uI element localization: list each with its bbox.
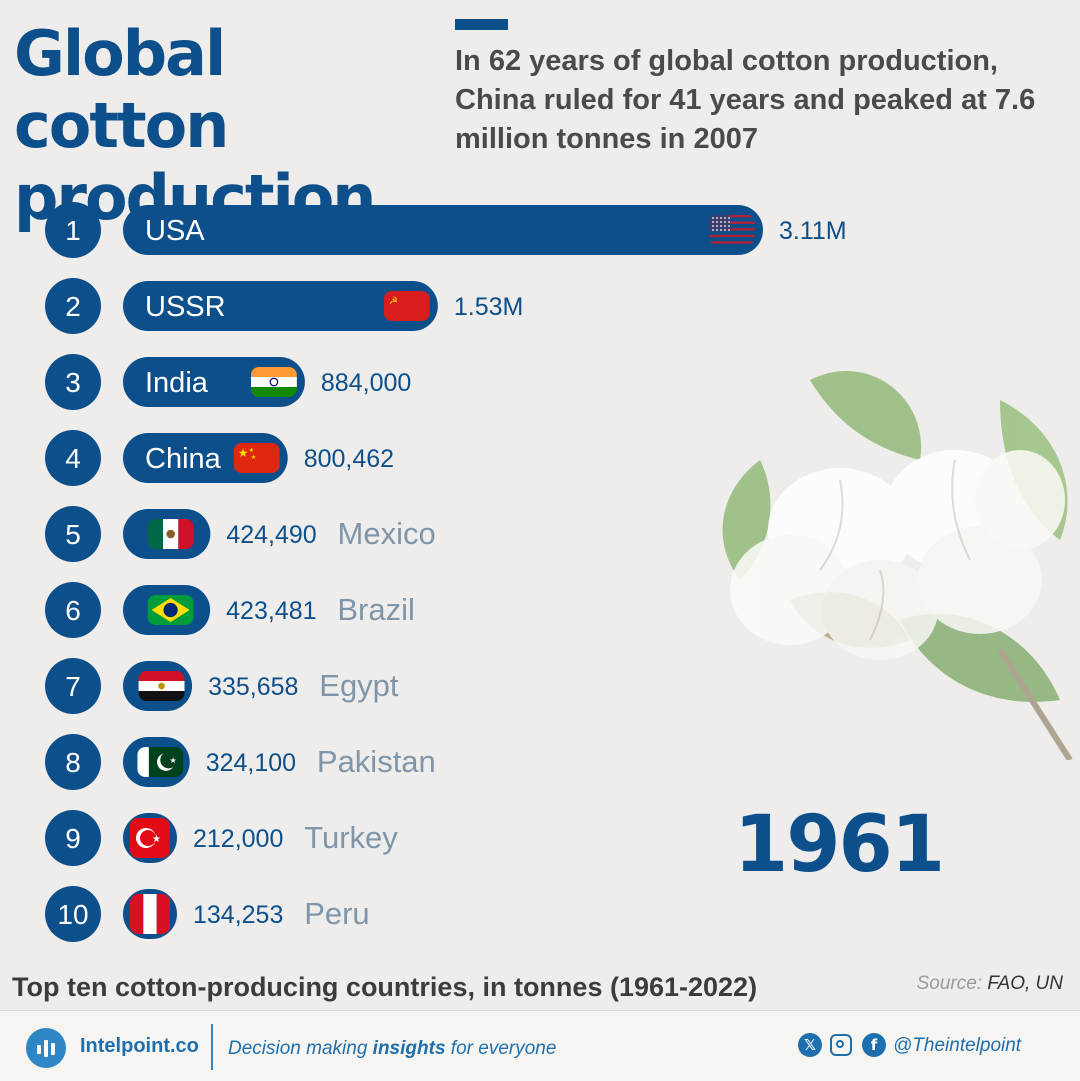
bar-row-ussr: 2 USSR ☭ 1.53M (45, 278, 523, 334)
footer-divider (211, 1024, 213, 1070)
instagram-icon[interactable] (830, 1034, 852, 1056)
brazil-flag (147, 595, 194, 625)
rank-badge (45, 430, 101, 486)
country-label: Mexico (338, 516, 436, 551)
bar-row-egypt: 7 335,658 Egypt (45, 658, 399, 714)
country-label: Brazil (337, 592, 415, 627)
social-handle[interactable]: @Theintelpoint (893, 1035, 1022, 1056)
source-note: Source: FAO, UN (917, 973, 1063, 995)
rank-number: 5 (65, 519, 81, 550)
usa-flag (709, 215, 755, 244)
value-label: 212,000 (193, 825, 283, 853)
mexico-flag (147, 519, 194, 549)
country-label: Turkey (304, 820, 398, 855)
value-label: 3.11M (779, 217, 847, 245)
source-label: Source: (916, 973, 983, 994)
country-label: Peru (304, 896, 369, 931)
rank-number: 7 (65, 671, 81, 702)
rank-number: 4 (65, 443, 81, 474)
country-label: Egypt (319, 668, 399, 703)
rank-badge (45, 202, 101, 258)
value-label: 800,462 (304, 445, 394, 473)
bar-row-pakistan: 8 ★ 324,100 Pakistan (45, 734, 436, 790)
bar-row-turkey: 9 ★ 212,000 Turkey (45, 810, 398, 866)
value-label: 1.53M (454, 293, 523, 321)
value-label: 324,100 (206, 749, 296, 777)
rank-number: 6 (65, 595, 81, 626)
rank-badge (45, 734, 101, 790)
bar-chart: 1 USA 3.11M 2 USSR ☭ 1.53M 3 India 884,000 4 China ★… (45, 202, 847, 942)
bar-row-india: 3 India 884,000 (45, 354, 411, 410)
country-label: USA (145, 215, 205, 247)
title-accent-bar (455, 19, 508, 30)
x-icon[interactable]: 𝕏 (798, 1033, 822, 1057)
tagline-bold: insights (372, 1038, 446, 1059)
cotton-illustration (722, 371, 1073, 760)
bar-row-china: 4 China ★ ★★ 800,462 (45, 430, 394, 486)
rank-badge (45, 354, 101, 410)
chart-caption: Top ten cotton-producing countries, in t… (12, 972, 758, 1002)
svg-text:★: ★ (238, 446, 249, 460)
india-flag (250, 367, 297, 397)
bar-row-peru: 10 134,253 Peru (45, 886, 370, 942)
value-label: 424,490 (226, 521, 316, 549)
country-label: Pakistan (317, 744, 436, 779)
rank-badge (45, 506, 101, 562)
value-label: 423,481 (226, 597, 316, 625)
intelpoint-logo-icon[interactable] (26, 1028, 66, 1068)
value-label: 134,253 (193, 901, 283, 929)
rank-badge (45, 886, 101, 942)
rank-number: 8 (65, 747, 81, 778)
rank-number: 9 (65, 823, 81, 854)
tagline: Decision making insights for everyone (228, 1038, 556, 1060)
footer-bar: Intelpoint.co Decision making insights f… (0, 1010, 1080, 1081)
facebook-icon[interactable]: f (862, 1033, 886, 1057)
rank-badge (45, 658, 101, 714)
egypt-flag (138, 671, 185, 701)
china-flag: ★ ★★ (233, 443, 280, 473)
country-label: China (145, 443, 222, 475)
rank-badge (45, 278, 101, 334)
peru-flag (130, 894, 170, 934)
rank-number: 3 (65, 367, 81, 398)
page-subtitle: In 62 years of global cotton production,… (455, 45, 1036, 155)
tagline-pre: Decision making (228, 1038, 373, 1059)
brand-link[interactable]: Intelpoint.co (80, 1035, 199, 1057)
value-label: 884,000 (321, 369, 411, 397)
bar (123, 281, 438, 331)
country-label: India (145, 367, 209, 399)
svg-text:★: ★ (251, 454, 256, 461)
source-value: FAO, UN (987, 973, 1063, 994)
ussr-flag: ☭ (383, 291, 430, 321)
rank-number: 2 (65, 291, 81, 322)
svg-text:★: ★ (249, 447, 254, 454)
rank-number: 1 (65, 215, 81, 246)
bar (123, 205, 763, 255)
year-label: 1961 (734, 800, 945, 890)
bar-row-mexico: 5 424,490 Mexico (45, 506, 436, 562)
turkey-flag: ★ (130, 818, 170, 858)
svg-text:★: ★ (152, 834, 161, 845)
rank-badge (45, 582, 101, 638)
svg-text:☭: ☭ (389, 296, 398, 307)
bar-row-usa: 1 USA 3.11M (45, 202, 847, 258)
rank-badge (45, 810, 101, 866)
bar-row-brazil: 6 423,481 Brazil (45, 582, 415, 638)
country-label: USSR (145, 291, 226, 323)
pakistan-flag: ★ (137, 747, 184, 777)
svg-text:★: ★ (170, 756, 177, 765)
tagline-post: for everyone (445, 1038, 557, 1059)
rank-number: 10 (57, 899, 88, 930)
value-label: 335,658 (208, 673, 298, 701)
